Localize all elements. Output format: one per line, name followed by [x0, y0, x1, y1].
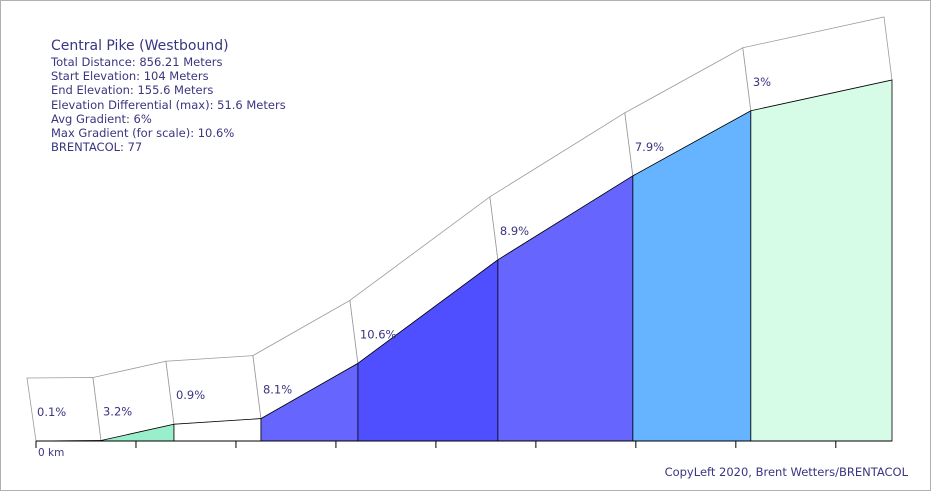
start-elevation: Start Elevation: 104 Meters	[51, 69, 286, 83]
copyright-text: CopyLeft 2020, Brent Wetters/BRENTACOL	[665, 465, 908, 479]
brentacol-score: BRENTACOL: 77	[51, 140, 286, 154]
gradient-label-5: 10.6%	[360, 327, 397, 341]
gradient-label-4: 8.1%	[263, 383, 292, 397]
gradient-label-7: 7.9%	[635, 140, 664, 154]
gradient-label-3: 0.9%	[176, 388, 205, 402]
route-title: Central Pike (Westbound)	[51, 38, 286, 55]
gradient-label-2: 3.2%	[103, 405, 132, 419]
total-distance: Total Distance: 856.21 Meters	[51, 55, 286, 69]
avg-gradient: Avg Gradient: 6%	[51, 112, 286, 126]
x-axis: 0 km	[36, 441, 892, 459]
segment-fill-8	[751, 80, 892, 441]
gradient-label-8: 3%	[753, 75, 771, 89]
route-info: Central Pike (Westbound) Total Distance:…	[51, 38, 286, 154]
gradient-label-1: 0.1%	[37, 405, 66, 419]
gradient-label-6: 8.9%	[500, 224, 529, 238]
end-elevation: End Elevation: 155.6 Meters	[51, 83, 286, 97]
elevation-differential: Elevation Differential (max): 51.6 Meter…	[51, 98, 286, 112]
max-gradient: Max Gradient (for scale): 10.6%	[51, 126, 286, 140]
x-tick-label-0: 0 km	[38, 447, 64, 459]
